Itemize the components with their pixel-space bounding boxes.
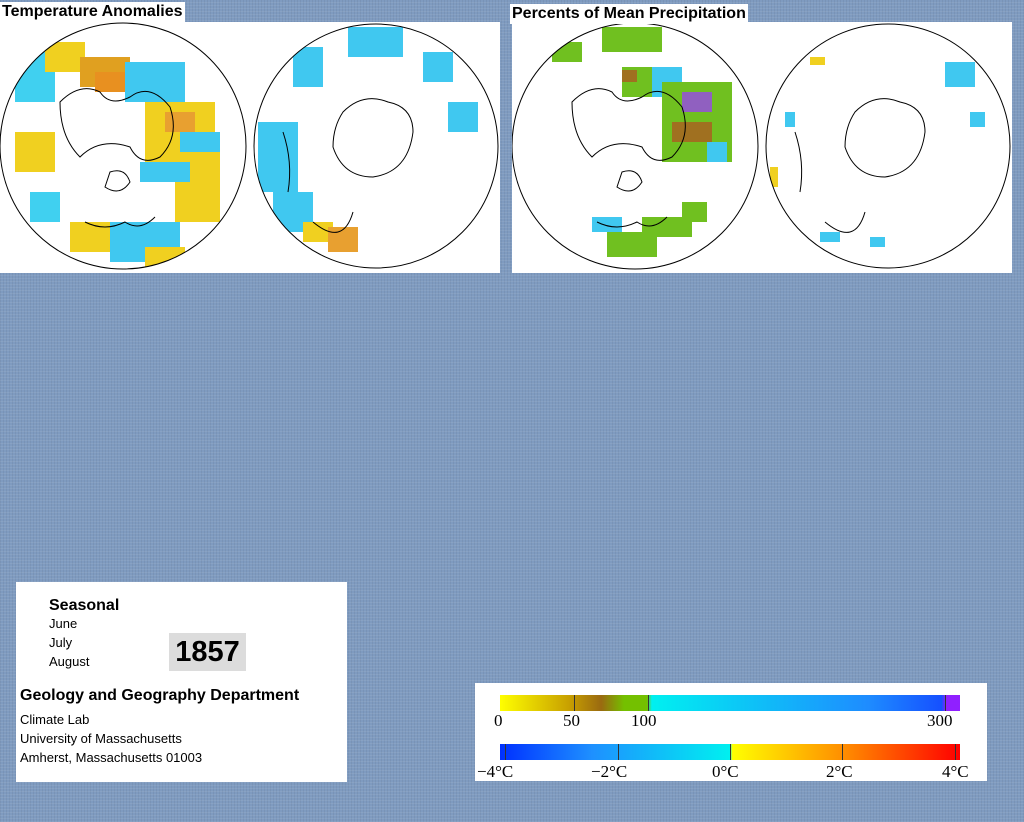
temp-tick [955, 744, 956, 760]
department-name: Geology and Geography Department [20, 687, 300, 704]
southern-hemisphere-globe-icon [765, 23, 1011, 269]
month-august: August [49, 654, 90, 669]
precipitation-panel-title: Percents of Mean Precipitation [510, 4, 748, 24]
temp-tick [618, 744, 619, 760]
northern-hemisphere-globe-icon [512, 22, 759, 270]
precip-tick [574, 695, 575, 711]
temp-label-4: 4°C [942, 762, 969, 781]
info-box: Seasonal June July August 1857 Geology a… [16, 582, 347, 782]
temp-label-neg2: −2°C [591, 762, 628, 781]
year-label: 1857 [169, 633, 246, 671]
legend-box: 0 50 100 300 −4°C −2°C 0°C 2°C 4°C [475, 683, 987, 781]
address-line-1: Climate Lab [20, 712, 90, 727]
temp-tick [842, 744, 843, 760]
precip-label-0: 0 [494, 711, 503, 730]
month-june: June [49, 616, 78, 631]
temp-tick [505, 744, 506, 760]
precip-tick [648, 695, 649, 711]
address-line-2: University of Massachusetts [20, 731, 182, 746]
southern-hemisphere-globe-icon [253, 23, 499, 269]
temperature-panel-title: Temperature Anomalies [0, 2, 185, 22]
period-label: Seasonal [49, 597, 120, 614]
temperature-anomalies-panel [0, 22, 500, 273]
precip-tick [945, 695, 946, 711]
precip-label-100: 100 [631, 711, 657, 730]
temp-label-neg4: −4°C [477, 762, 514, 781]
northern-hemisphere-globe-icon [0, 22, 247, 270]
precipitation-color-bar [500, 695, 960, 711]
precip-label-300: 300 [927, 711, 953, 730]
temp-tick [730, 744, 731, 760]
temp-label-2: 2°C [826, 762, 853, 781]
month-july: July [49, 635, 73, 650]
address-line-3: Amherst, Massachusetts 01003 [20, 750, 203, 765]
precipitation-panel [512, 22, 1012, 273]
temp-label-0: 0°C [712, 762, 739, 781]
precip-label-50: 50 [563, 711, 580, 730]
